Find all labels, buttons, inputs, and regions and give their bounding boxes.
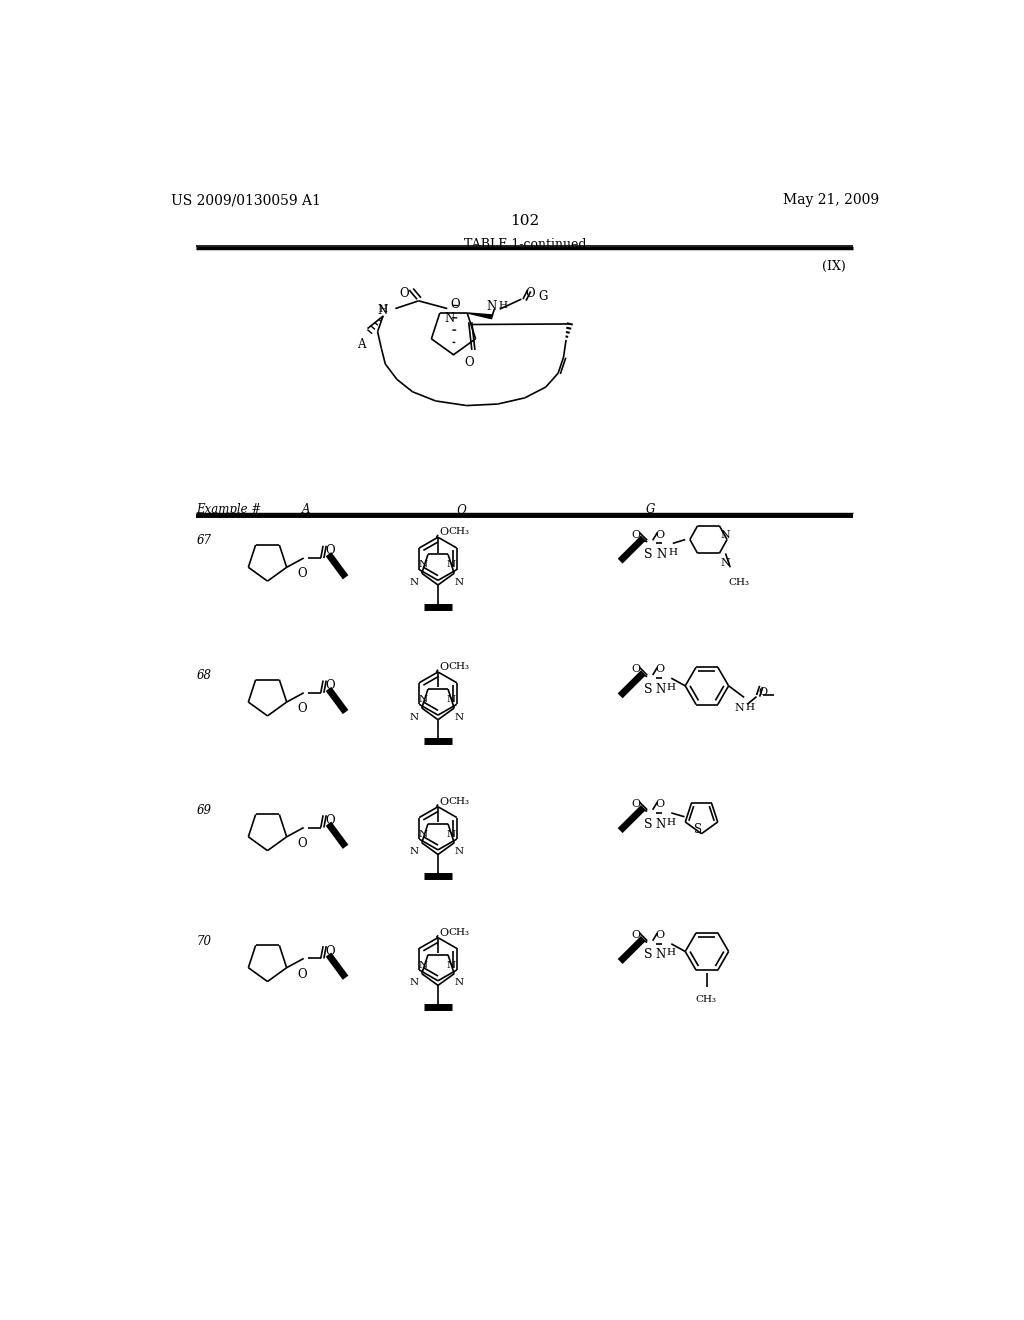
Text: H: H [379,305,388,314]
Text: O: O [326,678,335,692]
Text: G: G [646,503,655,516]
Text: H: H [745,702,755,711]
Text: S: S [644,949,652,961]
Text: O: O [326,813,335,826]
Text: H: H [667,682,676,692]
Text: N: N [655,817,666,830]
Text: H: H [669,548,677,557]
Text: N: N [721,558,731,568]
Text: O: O [631,664,640,675]
Text: O: O [439,797,449,807]
Text: O: O [631,799,640,809]
Polygon shape [467,313,493,318]
Text: 67: 67 [197,535,211,548]
Text: O: O [439,928,449,937]
Text: 68: 68 [197,669,211,682]
Text: CH₃: CH₃ [729,578,750,587]
Text: O: O [465,356,474,370]
Text: CH₃: CH₃ [449,797,470,805]
Text: O: O [451,298,460,310]
Text: N: N [656,548,667,561]
Text: CH₃: CH₃ [449,928,470,937]
Text: N: N [446,696,456,705]
Text: Example #: Example # [197,503,261,516]
Text: N: N [419,696,428,705]
Text: O: O [439,527,449,537]
Text: N: N [444,312,455,325]
Text: O: O [758,688,767,697]
Text: O: O [631,929,640,940]
Text: 102: 102 [510,214,540,228]
Text: 69: 69 [197,804,211,817]
Text: S: S [644,817,652,830]
Text: O: O [655,799,665,809]
Text: TABLE 1-continued: TABLE 1-continued [464,238,586,251]
Text: O: O [655,929,665,940]
Text: H: H [498,301,507,310]
Text: CH₃: CH₃ [695,995,716,1003]
Text: N: N [721,531,731,540]
Text: O: O [655,529,665,540]
Text: N: N [419,561,428,569]
Text: S: S [644,682,652,696]
Text: Q: Q [457,503,466,516]
Text: CH₃: CH₃ [449,527,470,536]
Text: O: O [439,663,449,672]
Text: O: O [326,544,335,557]
Text: O: O [297,568,307,581]
Text: O: O [326,945,335,957]
Text: N: N [410,978,419,987]
Text: N: N [446,830,456,840]
Text: N: N [486,300,497,313]
Text: G: G [539,290,548,302]
Text: N: N [419,961,428,970]
Text: N: N [446,561,456,569]
Text: O: O [399,286,410,300]
Text: N: N [455,978,464,987]
Text: N: N [378,304,388,317]
Text: N: N [410,713,419,722]
Text: N: N [410,578,419,587]
Text: O: O [297,968,307,981]
Text: H: H [667,949,676,957]
Text: 70: 70 [197,935,211,948]
Text: N: N [655,682,666,696]
Text: US 2009/0130059 A1: US 2009/0130059 A1 [171,193,321,207]
Text: S: S [694,822,702,836]
Text: O: O [631,529,640,540]
Text: May 21, 2009: May 21, 2009 [783,193,879,207]
Text: O: O [297,702,307,715]
Text: CH₃: CH₃ [449,663,470,671]
Text: S: S [644,548,652,561]
Text: N: N [455,847,464,857]
Text: N: N [446,961,456,970]
Text: O: O [525,286,535,300]
Text: N: N [734,702,744,713]
Text: (IX): (IX) [822,260,846,273]
Text: A: A [357,338,366,351]
Text: A: A [302,503,311,516]
Text: H: H [667,817,676,826]
Text: N: N [455,713,464,722]
Text: N: N [455,578,464,587]
Text: O: O [297,837,307,850]
Text: N: N [419,830,428,840]
Text: N: N [655,949,666,961]
Text: N: N [410,847,419,857]
Text: O: O [655,664,665,675]
